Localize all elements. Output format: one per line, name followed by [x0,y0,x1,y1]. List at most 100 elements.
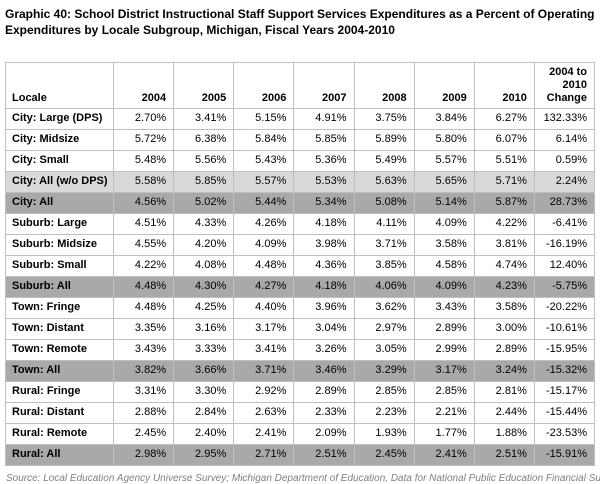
value-cell: 2.71% [233,444,295,466]
value-cell: 3.24% [473,360,535,382]
table-row: City: All (w/o DPS) 5.58% 5.85% 5.57% 5.53% 5… [5,171,596,193]
value-cell: 5.36% [293,150,355,172]
value-cell: -5.75% [533,276,596,298]
value-cell: 3.05% [353,339,415,361]
value-cell: 1.93% [353,423,415,445]
value-cell: -15.17% [533,381,596,403]
value-cell: 3.82% [112,360,175,382]
value-cell: 2.63% [233,402,295,424]
value-cell: 0.59% [533,150,596,172]
value-cell: 3.58% [413,234,475,256]
value-cell: 3.41% [233,339,295,361]
value-cell: 3.17% [413,360,475,382]
value-cell: 3.33% [173,339,235,361]
value-cell: 2.99% [413,339,475,361]
locale-cell: City: All (w/o DPS) [5,171,114,193]
table-row: Suburb: Large 4.51% 4.33% 4.26% 4.18% 4.11% 4.… [5,213,596,235]
locale-cell: Suburb: Large [5,213,114,235]
value-cell: 4.74% [473,255,535,277]
value-cell: 3.96% [293,297,355,319]
value-cell: 2.44% [473,402,535,424]
value-cell: 2.45% [112,423,175,445]
value-cell: 2.84% [173,402,235,424]
locale-cell: City: All [5,192,114,214]
column-header: 2008 [353,62,415,109]
value-cell: 2.41% [233,423,295,445]
locale-cell: Town: Distant [5,318,114,340]
table-row: Town: Remote 3.43% 3.33% 3.41% 3.26% 3.05% 2.9… [5,339,596,361]
value-cell: 3.62% [353,297,415,319]
value-cell: 3.30% [173,381,235,403]
value-cell: 2.33% [293,402,355,424]
value-cell: 3.00% [473,318,535,340]
table-row: City: Midsize 5.72% 6.38% 5.84% 5.85% 5.89% 5.… [5,129,596,151]
column-header: 2006 [233,62,295,109]
value-cell: 2.98% [112,444,175,466]
value-cell: -6.41% [533,213,596,235]
value-cell: 2.70% [112,108,175,130]
value-cell: 2.89% [293,381,355,403]
value-cell: -15.44% [533,402,596,424]
value-cell: 4.36% [293,255,355,277]
value-cell: 4.09% [233,234,295,256]
value-cell: 4.23% [473,276,535,298]
table-row: Rural: Fringe 3.31% 3.30% 2.92% 2.89% 2.85% 2.… [5,381,596,403]
value-cell: 3.17% [233,318,295,340]
column-header-locale: Locale [5,62,114,109]
value-cell: 4.22% [473,213,535,235]
value-cell: -15.91% [533,444,596,466]
value-cell: 4.06% [353,276,415,298]
value-cell: 3.43% [413,297,475,319]
value-cell: 2.97% [353,318,415,340]
value-cell: 2.24% [533,171,596,193]
value-cell: 4.58% [413,255,475,277]
locale-cell: City: Large (DPS) [5,108,114,130]
value-cell: 5.02% [173,192,235,214]
value-cell: 4.26% [233,213,295,235]
value-cell: 3.71% [233,360,295,382]
value-cell: 5.57% [413,150,475,172]
value-cell: 3.29% [353,360,415,382]
table-row: Town: Fringe 4.48% 4.25% 4.40% 3.96% 3.62% 3.4… [5,297,596,319]
value-cell: 5.43% [233,150,295,172]
value-cell: 5.58% [112,171,175,193]
value-cell: 132.33% [533,108,596,130]
value-cell: 3.81% [473,234,535,256]
value-cell: 6.38% [173,129,235,151]
value-cell: 4.27% [233,276,295,298]
value-cell: 2.51% [473,444,535,466]
graphic-title: Graphic 40: School District Instructiona… [5,7,595,37]
header-row: Locale 2004 2005 2006 2007 2008 2009 2010 2004 t… [5,62,596,109]
value-cell: 3.71% [353,234,415,256]
value-cell: 2.85% [353,381,415,403]
value-cell: 3.84% [413,108,475,130]
value-cell: 4.40% [233,297,295,319]
value-cell: 6.14% [533,129,596,151]
value-cell: -16.19% [533,234,596,256]
table-row: Suburb: All 4.48% 4.30% 4.27% 4.18% 4.06% 4.09… [5,276,596,298]
value-cell: 12.40% [533,255,596,277]
value-cell: 4.48% [112,297,175,319]
value-cell: -23.53% [533,423,596,445]
value-cell: 3.75% [353,108,415,130]
value-cell: 2.41% [413,444,475,466]
value-cell: 3.16% [173,318,235,340]
value-cell: 5.84% [233,129,295,151]
locale-cell: Rural: All [5,444,114,466]
value-cell: 4.09% [413,276,475,298]
value-cell: 2.92% [233,381,295,403]
value-cell: 5.08% [353,192,415,214]
locale-cell: Suburb: Small [5,255,114,277]
value-cell: 5.56% [173,150,235,172]
value-cell: 3.04% [293,318,355,340]
value-cell: 5.80% [413,129,475,151]
value-cell: 2.89% [473,339,535,361]
table-row: Suburb: Midsize 4.55% 4.20% 4.09% 3.98% 3.71%… [5,234,596,256]
value-cell: 4.56% [112,192,175,214]
value-cell: -10.61% [533,318,596,340]
value-cell: 4.25% [173,297,235,319]
value-cell: 3.46% [293,360,355,382]
value-cell: 3.85% [353,255,415,277]
table-row: City: Large (DPS) 2.70% 3.41% 5.15% 4.91% 3.7… [5,108,596,130]
value-cell: 1.77% [413,423,475,445]
